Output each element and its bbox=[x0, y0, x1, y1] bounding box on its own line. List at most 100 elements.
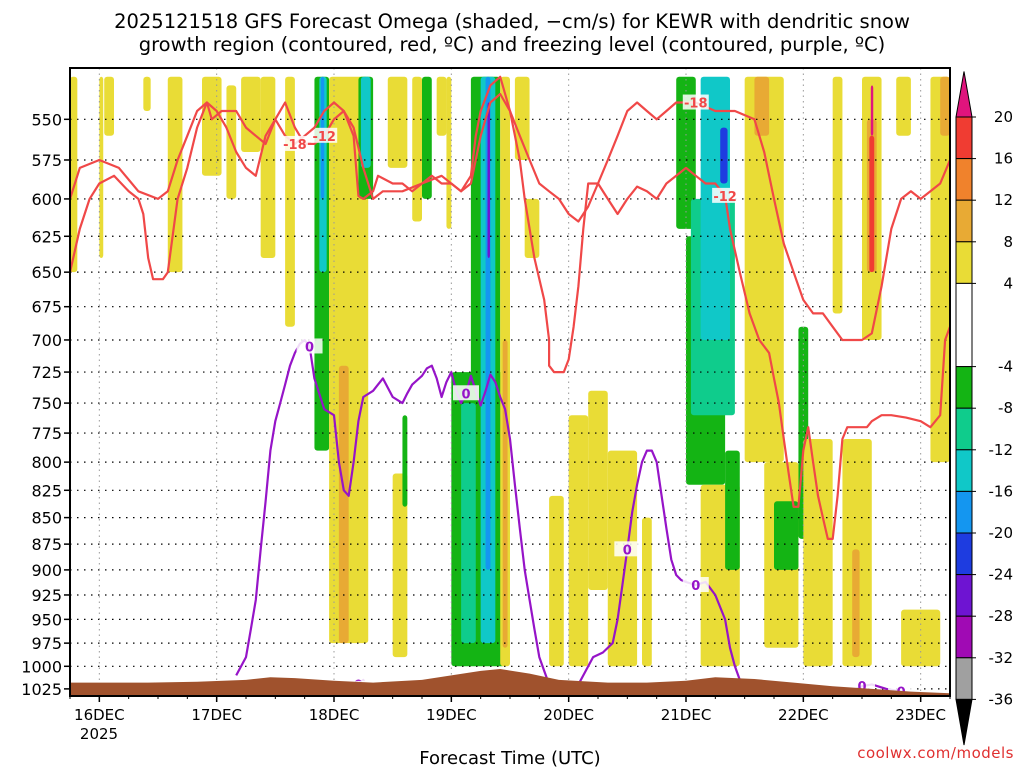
snow-growth-contour-line-1 bbox=[70, 92, 950, 342]
freezing-level-contour-label-0-0: 0 bbox=[305, 340, 314, 355]
colorbar-tick-label-13: -36 bbox=[989, 690, 1014, 708]
snow-growth-contour-label-bg-0-0 bbox=[311, 127, 338, 143]
omega-region-14 bbox=[338, 365, 349, 644]
x-tick-label-0: 16DEC bbox=[74, 706, 125, 724]
colorbar-band-12 bbox=[955, 615, 973, 659]
colorbar-tick-label-11: -28 bbox=[989, 607, 1014, 625]
chart-title-line1: 2025121518 GFS Forecast Omega (shaded, −… bbox=[114, 10, 910, 33]
omega-region-5 bbox=[202, 76, 222, 176]
omega-region-35 bbox=[568, 415, 589, 667]
y-tick-label-675: 675 bbox=[31, 298, 62, 317]
snow-growth-contour-label-0-0: -12 bbox=[312, 130, 336, 145]
colorbar-tick-label-12: -32 bbox=[989, 649, 1014, 667]
omega-region-59 bbox=[896, 76, 911, 136]
omega-region-60 bbox=[901, 609, 941, 667]
terrain-surface bbox=[70, 669, 950, 696]
omega-region-49 bbox=[774, 501, 799, 570]
x-axis-label: Forecast Time (UTC) bbox=[419, 748, 600, 768]
omega-region-18 bbox=[392, 473, 408, 658]
omega-region-20 bbox=[412, 76, 422, 222]
omega-region-33 bbox=[524, 198, 540, 258]
colorbar-tick-label-2: 12 bbox=[994, 191, 1013, 209]
snow-growth-contour-label-1-1: -18 bbox=[684, 97, 708, 112]
x-year-label: 2025 bbox=[80, 725, 118, 743]
colorbar-tick-label-4: 4 bbox=[1003, 274, 1013, 292]
snow-growth-contour-label-bg-1-0 bbox=[281, 135, 308, 151]
x-tick-label-5: 21DEC bbox=[661, 706, 712, 724]
y-tick-label-1025: 1025 bbox=[21, 680, 62, 699]
freezing-level-contour-label-3-1: 0 bbox=[897, 686, 906, 701]
omega-region-1 bbox=[99, 76, 104, 258]
x-tick-label-3: 19DEC bbox=[426, 706, 477, 724]
omega-region-62 bbox=[940, 76, 950, 136]
terrain-layer bbox=[70, 669, 950, 696]
freezing-level-contour-label-bg-1-1 bbox=[682, 577, 709, 593]
colorbar-tick-label-1: 16 bbox=[994, 150, 1013, 168]
snow-growth-contour-label-1-0: -18 bbox=[283, 138, 307, 153]
colorbar-tick-label-5: -4 bbox=[998, 358, 1013, 376]
omega-region-36 bbox=[588, 390, 608, 591]
freezing-level-contour-label-bg-0-0 bbox=[296, 338, 323, 354]
omega-region-7 bbox=[241, 76, 261, 152]
y-tick-label-575: 575 bbox=[31, 151, 62, 170]
colorbar-band-5 bbox=[955, 282, 973, 368]
omega-region-45 bbox=[725, 450, 740, 570]
freezing-level-contour-label-1-0: 0 bbox=[623, 543, 632, 558]
snow-growth-contour-line-0 bbox=[70, 75, 950, 540]
y-tick-label-700: 700 bbox=[31, 331, 62, 350]
source-credit: coolwx.com/models bbox=[857, 744, 1014, 762]
omega-region-46 bbox=[744, 76, 784, 463]
y-tick-label-875: 875 bbox=[31, 535, 62, 554]
omega-region-31 bbox=[502, 339, 508, 648]
colorbar-tick-label-3: 8 bbox=[1003, 233, 1013, 251]
y-tick-label-825: 825 bbox=[31, 481, 62, 500]
colorbar-tick-label-10: -24 bbox=[989, 566, 1014, 584]
colorbar-tick-label-0: 20 bbox=[994, 108, 1013, 126]
omega-region-25 bbox=[461, 403, 476, 644]
freezing-level-contour-label-1-1: 0 bbox=[691, 579, 700, 594]
omega-shading-layer bbox=[70, 76, 950, 667]
y-tick-label-600: 600 bbox=[31, 190, 62, 209]
x-tick-label-2: 18DEC bbox=[309, 706, 360, 724]
omega-region-2 bbox=[104, 76, 114, 136]
freezing-level-contour-label-bg-1-0 bbox=[614, 541, 641, 557]
y-tick-label-750: 750 bbox=[31, 394, 62, 413]
freezing-level-contour-label-3-0: 0 bbox=[857, 680, 866, 695]
snow-growth-contour-label-bg-1-1 bbox=[682, 94, 709, 110]
omega-region-19 bbox=[402, 415, 408, 507]
colorbar: 20 16 12 8 4 -4 -8 -12 -16 -20 -24 -28 -32 -36 bbox=[955, 71, 1014, 746]
freezing-level-contour-line-0 bbox=[235, 338, 551, 685]
omega-region-38 bbox=[642, 517, 652, 667]
colorbar-band-bottom-arrow bbox=[955, 698, 973, 746]
colorbar-tick-label-6: -8 bbox=[998, 399, 1013, 417]
colorbar-band-9 bbox=[955, 490, 973, 534]
y-tick-label-625: 625 bbox=[31, 227, 62, 246]
omega-region-0 bbox=[70, 76, 78, 273]
omega-region-22 bbox=[436, 76, 447, 136]
colorbar-band-2 bbox=[955, 158, 973, 201]
omega-region-32 bbox=[514, 76, 530, 160]
colorbar-band-11 bbox=[955, 574, 973, 617]
x-tick-label-6: 22DEC bbox=[778, 706, 829, 724]
omega-region-21 bbox=[422, 76, 432, 199]
y-tick-label-950: 950 bbox=[31, 610, 62, 629]
y-tick-label-975: 975 bbox=[31, 634, 62, 653]
omega-region-8 bbox=[260, 76, 276, 258]
omega-region-17 bbox=[387, 76, 408, 168]
omega-region-24 bbox=[451, 372, 506, 667]
colorbar-band-8 bbox=[955, 449, 973, 492]
colorbar-tick-label-7: -12 bbox=[989, 441, 1014, 459]
y-tick-label-800: 800 bbox=[31, 453, 62, 472]
y-tick-label-1000: 1000 bbox=[21, 657, 62, 676]
omega-region-34 bbox=[549, 495, 564, 667]
colorbar-band-top-arrow bbox=[955, 71, 973, 118]
contour-layer: -12-12-18-1800000000 bbox=[70, 75, 950, 701]
y-tick-label-550: 550 bbox=[31, 110, 62, 129]
colorbar-band-4 bbox=[955, 241, 973, 284]
snow-growth-contour-label-bg-0-1 bbox=[712, 187, 739, 203]
freezing-level-contour-line-1 bbox=[572, 449, 760, 694]
omega-region-43 bbox=[720, 127, 728, 184]
omega-region-57 bbox=[869, 135, 875, 273]
y-tick-label-650: 650 bbox=[31, 263, 62, 282]
